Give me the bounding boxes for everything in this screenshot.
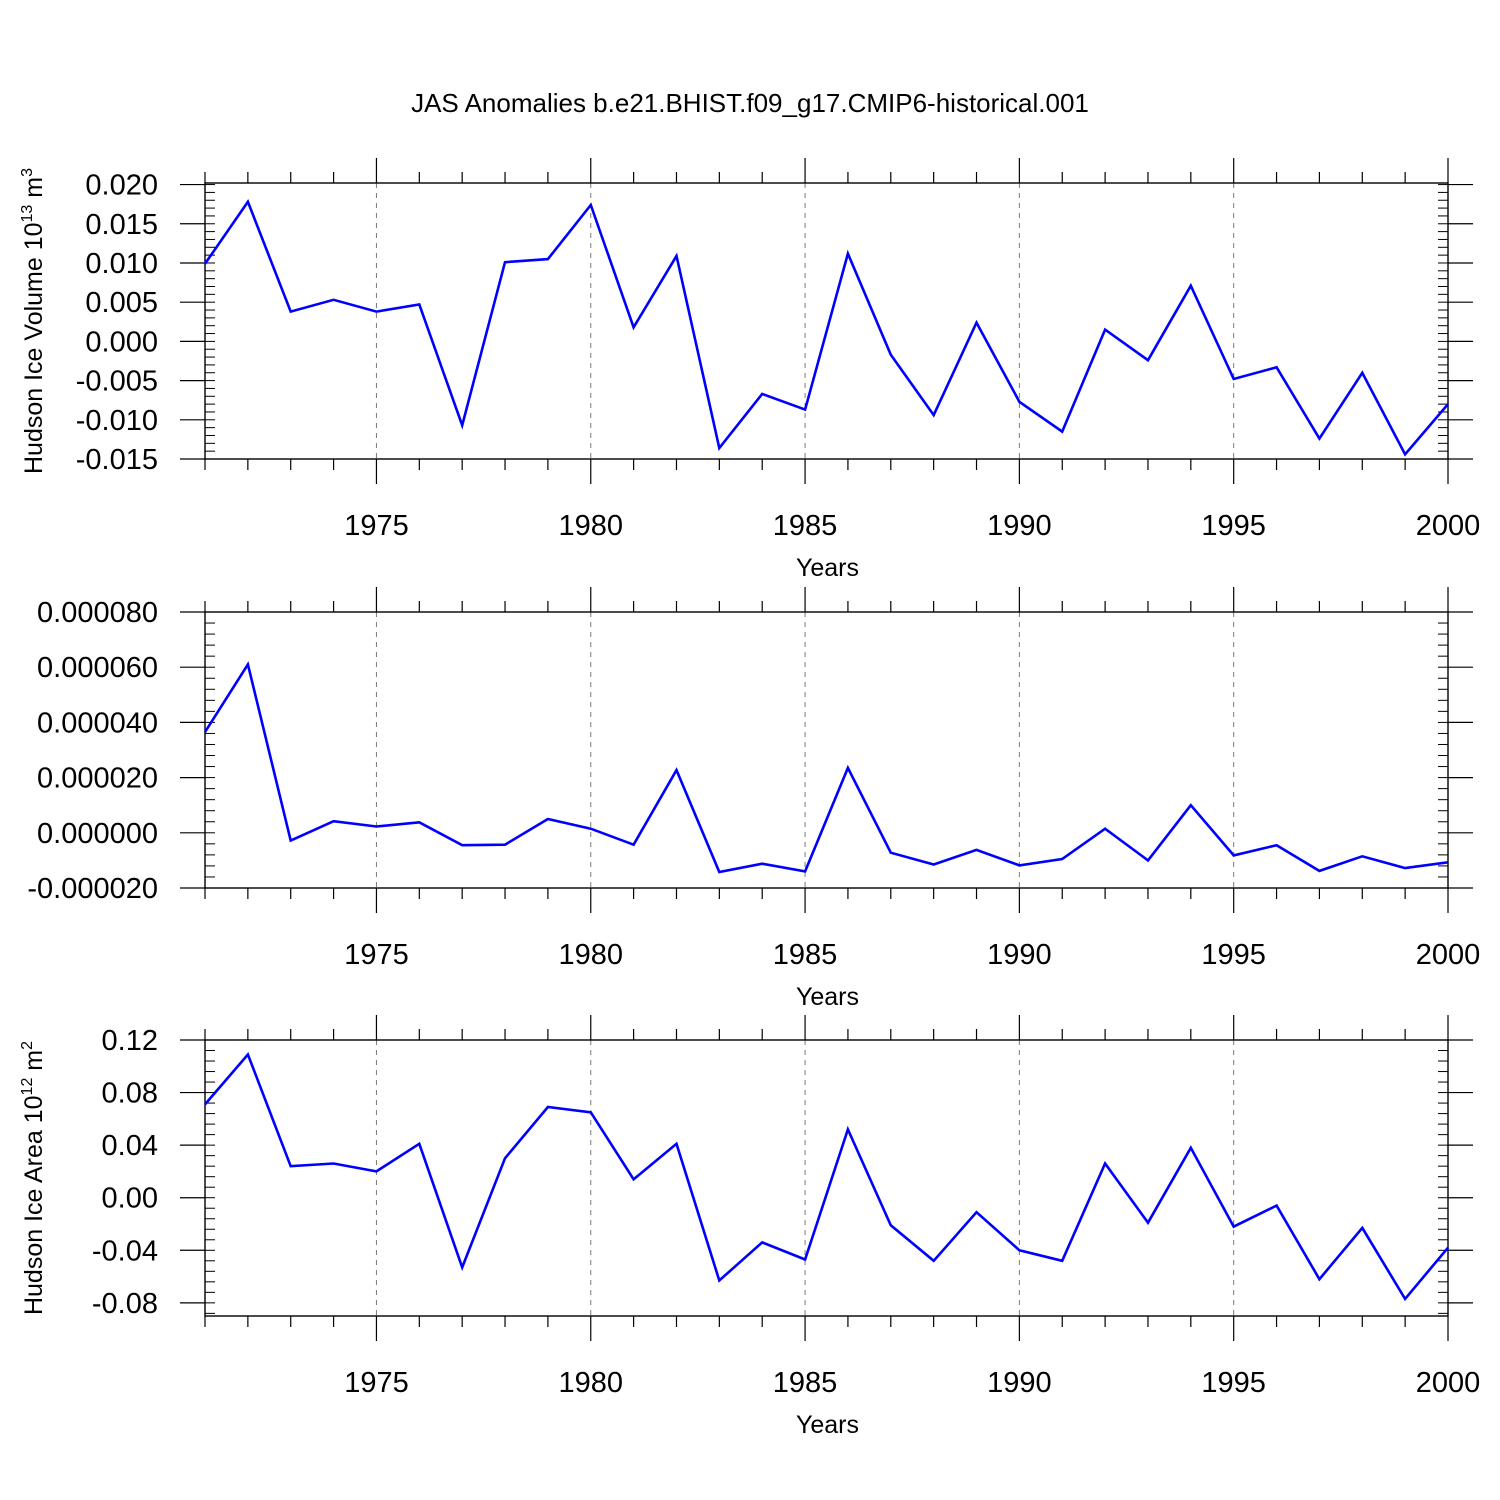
figure-title: JAS Anomalies b.e21.BHIST.f09_g17.CMIP6-… [411, 88, 1089, 118]
x-tick-label: 1995 [1201, 510, 1266, 542]
x-tick-label: 1980 [559, 1367, 624, 1399]
y-axis-label-text: Hudson Ice Volume 10 [20, 222, 48, 474]
x-tick-label: 1980 [559, 939, 624, 971]
x-tick-label: 1990 [987, 510, 1052, 542]
x-tick-label: 1975 [344, 939, 409, 971]
y-tick-label: 0.015 [85, 209, 158, 241]
y-tick-label: -0.015 [76, 444, 158, 476]
y-tick-label: 0.005 [85, 287, 158, 319]
x-tick-label: 1990 [987, 1367, 1052, 1399]
plot-frame [204, 1039, 1449, 1317]
y-tick-label: 0.010 [85, 248, 158, 280]
y-tick-label: 0.000080 [37, 597, 158, 629]
panel-ice-area: 0.12 0.08 0.04 0.00 -0.04 -0.08 1975 1980 1985 19… [19, 1015, 1480, 1439]
y-tick-label: 0.000 [85, 326, 158, 358]
y-tick-label: 0.020 [85, 170, 158, 202]
y-axis-label-exponent: 3 [19, 168, 36, 177]
x-tick-label: 1975 [344, 510, 409, 542]
y-tick-label: 0.000020 [37, 763, 158, 795]
y-axis-label: Hudson Ice Volume 1013 m3 [19, 168, 48, 474]
x-tick-label: 1985 [773, 1367, 838, 1399]
x-tick-label: 2000 [1416, 1367, 1481, 1399]
y-tick-label: -0.005 [76, 366, 158, 398]
x-tick-label: 2000 [1416, 510, 1481, 542]
y-tick-label: 0.000060 [37, 652, 158, 684]
series-line [203, 661, 1449, 874]
plot-frame [204, 182, 1449, 460]
y-tick-label: 0.08 [102, 1078, 158, 1110]
y-tick-label: -0.010 [76, 405, 158, 437]
y-tick-label: -0.000020 [27, 873, 158, 905]
series-line [204, 1052, 1449, 1302]
panel-middle: 0.000080 0.000060 0.000040 0.000020 0.000000… [27, 587, 1480, 1011]
y-axis-label-text: Hudson Ice Area 10 [20, 1095, 48, 1315]
x-tick-label: 1995 [1201, 939, 1266, 971]
plot-frame [204, 611, 1449, 889]
x-tick-label: 1980 [559, 510, 624, 542]
y-tick-label: -0.04 [92, 1235, 158, 1267]
y-axis-label-exponent: 12 [19, 1078, 36, 1096]
y-tick-label: -0.08 [92, 1288, 158, 1320]
x-tick-label: 1995 [1201, 1367, 1266, 1399]
y-axis-label-exponent: 2 [19, 1041, 36, 1050]
y-axis-label: Hudson Ice Area 1012 m2 [19, 1041, 48, 1315]
y-tick-label: 0.12 [102, 1025, 158, 1057]
x-axis-label: Years [796, 554, 859, 582]
y-tick-label: 0.000040 [37, 707, 158, 739]
y-axis-label-exponent: 13 [19, 205, 36, 223]
y-tick-label: 0.00 [102, 1183, 158, 1215]
series-line [203, 199, 1449, 457]
x-tick-label: 1975 [344, 1367, 409, 1399]
x-tick-label: 2000 [1416, 939, 1481, 971]
x-axis-label: Years [796, 983, 859, 1011]
panel-ice-volume: 0.020 0.015 0.010 0.005 0.000 -0.005 -0.010 -0.… [19, 158, 1480, 582]
y-tick-label: 0.000000 [37, 818, 158, 850]
x-tick-label: 1990 [987, 939, 1052, 971]
y-tick-label: 0.04 [102, 1130, 158, 1162]
y-axis-label-text: m [20, 1050, 48, 1078]
x-tick-label: 1985 [773, 510, 838, 542]
x-tick-label: 1985 [773, 939, 838, 971]
y-axis-label-text: m [20, 177, 48, 205]
x-axis-label: Years [796, 1411, 859, 1439]
